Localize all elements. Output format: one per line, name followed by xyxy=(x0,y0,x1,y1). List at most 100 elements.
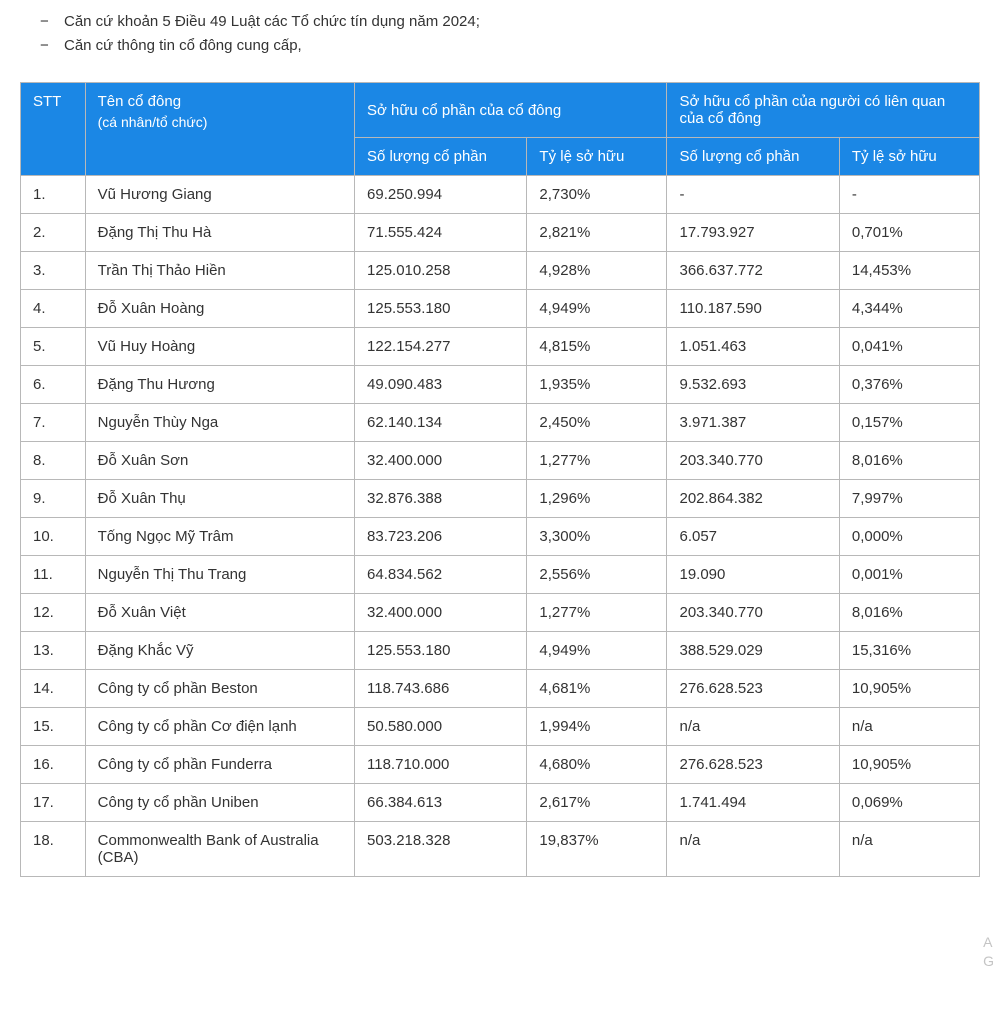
intro-item: Căn cứ khoản 5 Điều 49 Luật các Tổ chức … xyxy=(40,10,980,34)
cell-stt: 14. xyxy=(21,670,86,708)
cell-own-qty: 118.743.686 xyxy=(355,670,527,708)
table-row: 17.Công ty cổ phần Uniben66.384.6132,617… xyxy=(21,784,980,822)
cell-own-qty: 32.876.388 xyxy=(355,480,527,518)
cell-rel-qty: 388.529.029 xyxy=(667,632,839,670)
cell-own-pct: 1,994% xyxy=(527,708,667,746)
cell-name: Đặng Thu Hương xyxy=(85,366,354,404)
table-row: 10.Tống Ngọc Mỹ Trâm83.723.2063,300%6.05… xyxy=(21,518,980,556)
cell-stt: 13. xyxy=(21,632,86,670)
cell-rel-qty: 9.532.693 xyxy=(667,366,839,404)
cell-name: Đỗ Xuân Sơn xyxy=(85,442,354,480)
table-body: 1.Vũ Hương Giang69.250.9942,730%--2.Đặng… xyxy=(21,176,980,877)
cell-rel-pct: 0,041% xyxy=(839,328,979,366)
header-rel-pct: Tỷ lệ sở hữu xyxy=(839,138,979,176)
cell-rel-qty: 276.628.523 xyxy=(667,746,839,784)
cell-stt: 1. xyxy=(21,176,86,214)
cell-stt: 11. xyxy=(21,556,86,594)
table-row: 15.Công ty cổ phần Cơ điện lạnh50.580.00… xyxy=(21,708,980,746)
cell-stt: 4. xyxy=(21,290,86,328)
cell-rel-qty: 202.864.382 xyxy=(667,480,839,518)
cell-rel-qty: 1.741.494 xyxy=(667,784,839,822)
cell-own-pct: 2,730% xyxy=(527,176,667,214)
header-own-qty: Số lượng cổ phần xyxy=(355,138,527,176)
cell-rel-pct: 15,316% xyxy=(839,632,979,670)
cell-own-qty: 62.140.134 xyxy=(355,404,527,442)
cell-name: Trần Thị Thảo Hiền xyxy=(85,252,354,290)
cell-own-pct: 4,949% xyxy=(527,290,667,328)
cell-name: Công ty cổ phần Beston xyxy=(85,670,354,708)
cell-rel-pct: 8,016% xyxy=(839,594,979,632)
header-related-group: Sở hữu cổ phần của người có liên quan củ… xyxy=(667,83,980,138)
cell-name: Công ty cổ phần Funderra xyxy=(85,746,354,784)
cell-stt: 3. xyxy=(21,252,86,290)
cell-own-qty: 83.723.206 xyxy=(355,518,527,556)
cell-rel-pct: 0,376% xyxy=(839,366,979,404)
cell-own-pct: 4,949% xyxy=(527,632,667,670)
header-own-pct: Tỷ lệ sở hữu xyxy=(527,138,667,176)
cell-own-pct: 4,680% xyxy=(527,746,667,784)
cell-rel-qty: 276.628.523 xyxy=(667,670,839,708)
cell-own-qty: 32.400.000 xyxy=(355,594,527,632)
cell-rel-qty: 3.971.387 xyxy=(667,404,839,442)
cell-rel-pct: 14,453% xyxy=(839,252,979,290)
table-row: 14.Công ty cổ phần Beston118.743.6864,68… xyxy=(21,670,980,708)
table-row: 18.Commonwealth Bank of Australia (CBA)5… xyxy=(21,822,980,877)
cell-own-pct: 4,815% xyxy=(527,328,667,366)
watermark: A G xyxy=(983,933,994,972)
cell-rel-qty: 366.637.772 xyxy=(667,252,839,290)
header-stt: STT xyxy=(21,83,86,176)
cell-rel-pct: 0,001% xyxy=(839,556,979,594)
cell-name: Đặng Thị Thu Hà xyxy=(85,214,354,252)
cell-rel-qty: 6.057 xyxy=(667,518,839,556)
cell-own-pct: 2,556% xyxy=(527,556,667,594)
cell-own-pct: 1,277% xyxy=(527,594,667,632)
cell-stt: 8. xyxy=(21,442,86,480)
cell-rel-pct: 10,905% xyxy=(839,746,979,784)
cell-rel-pct: 4,344% xyxy=(839,290,979,328)
cell-rel-qty: n/a xyxy=(667,708,839,746)
cell-own-pct: 19,837% xyxy=(527,822,667,877)
cell-rel-qty: 110.187.590 xyxy=(667,290,839,328)
cell-own-pct: 1,277% xyxy=(527,442,667,480)
cell-own-qty: 125.010.258 xyxy=(355,252,527,290)
cell-rel-pct: 0,701% xyxy=(839,214,979,252)
table-row: 13.Đặng Khắc Vỹ125.553.1804,949%388.529.… xyxy=(21,632,980,670)
cell-rel-pct: 7,997% xyxy=(839,480,979,518)
cell-own-qty: 122.154.277 xyxy=(355,328,527,366)
table-header: STT Tên cổ đông (cá nhân/tổ chức) Sở hữu… xyxy=(21,83,980,176)
cell-name: Đỗ Xuân Hoàng xyxy=(85,290,354,328)
cell-stt: 15. xyxy=(21,708,86,746)
intro-item: Căn cứ thông tin cổ đông cung cấp, xyxy=(40,34,980,58)
table-row: 11.Nguyễn Thị Thu Trang64.834.5622,556%1… xyxy=(21,556,980,594)
cell-stt: 10. xyxy=(21,518,86,556)
cell-own-qty: 125.553.180 xyxy=(355,290,527,328)
cell-rel-pct: 8,016% xyxy=(839,442,979,480)
cell-name: Công ty cổ phần Cơ điện lạnh xyxy=(85,708,354,746)
cell-own-pct: 1,296% xyxy=(527,480,667,518)
cell-stt: 2. xyxy=(21,214,86,252)
cell-own-qty: 125.553.180 xyxy=(355,632,527,670)
cell-rel-pct: n/a xyxy=(839,822,979,877)
cell-stt: 6. xyxy=(21,366,86,404)
table-row: 8.Đỗ Xuân Sơn32.400.0001,277%203.340.770… xyxy=(21,442,980,480)
table-row: 4.Đỗ Xuân Hoàng125.553.1804,949%110.187.… xyxy=(21,290,980,328)
shareholder-table: STT Tên cổ đông (cá nhân/tổ chức) Sở hữu… xyxy=(20,82,980,877)
cell-own-qty: 66.384.613 xyxy=(355,784,527,822)
table-row: 9.Đỗ Xuân Thụ32.876.3881,296%202.864.382… xyxy=(21,480,980,518)
cell-rel-pct: 0,000% xyxy=(839,518,979,556)
cell-rel-qty: 1.051.463 xyxy=(667,328,839,366)
watermark-line: A xyxy=(983,933,994,953)
cell-name: Đỗ Xuân Việt xyxy=(85,594,354,632)
cell-rel-qty: 17.793.927 xyxy=(667,214,839,252)
cell-name: Công ty cổ phần Uniben xyxy=(85,784,354,822)
table-row: 2.Đặng Thị Thu Hà71.555.4242,821%17.793.… xyxy=(21,214,980,252)
header-rel-qty: Số lượng cổ phần xyxy=(667,138,839,176)
cell-own-qty: 71.555.424 xyxy=(355,214,527,252)
table-row: 5.Vũ Huy Hoàng122.154.2774,815%1.051.463… xyxy=(21,328,980,366)
cell-own-qty: 49.090.483 xyxy=(355,366,527,404)
cell-name: Vũ Hương Giang xyxy=(85,176,354,214)
cell-name: Đỗ Xuân Thụ xyxy=(85,480,354,518)
cell-own-qty: 69.250.994 xyxy=(355,176,527,214)
cell-name: Nguyễn Thùy Nga xyxy=(85,404,354,442)
cell-stt: 17. xyxy=(21,784,86,822)
